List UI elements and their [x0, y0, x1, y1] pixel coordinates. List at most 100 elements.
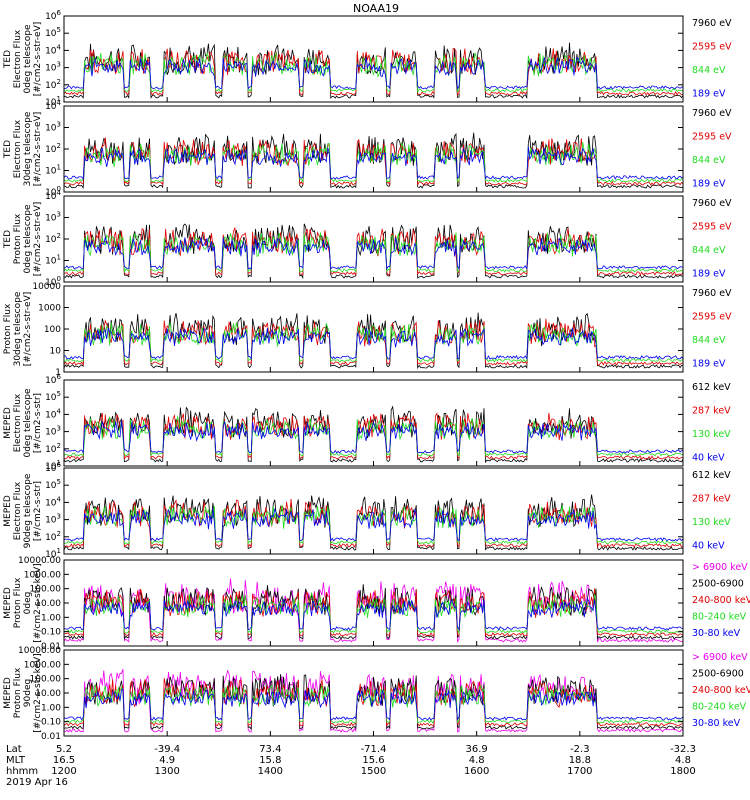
x-row-label-lat: Lat: [6, 744, 22, 755]
x-hhmm-label: 1400: [258, 766, 283, 777]
y-tick-label: 100.00: [30, 585, 62, 595]
legend-red: 240-800 keV: [692, 685, 750, 696]
x-lat-label: -39.4: [154, 744, 180, 755]
y-axis-label: [#/cm2-s-str-eV]: [33, 202, 43, 277]
x-lat-label: 73.4: [259, 744, 281, 755]
y-axis-label: MEPED: [3, 587, 13, 619]
legend-blue: 189 eV: [692, 89, 726, 100]
y-tick-label: 10.00: [35, 599, 61, 609]
legend-black: 2500-6900: [692, 579, 744, 590]
panel-1: 101 102 103 104 105 106 TED Electron Flux 0deg t…: [3, 9, 732, 108]
x-lat-label: 5.2: [56, 744, 72, 755]
series-line-black: [63, 223, 684, 280]
y-tick-label: 106: [45, 9, 61, 22]
y-axis-label: Electron Flux: [13, 481, 23, 540]
y-axis-label: [#/cm2-s-str]: [33, 481, 43, 541]
y-axis-label: [#/cm2-s-str-eV]: [33, 22, 43, 97]
y-tick-label: 1: [55, 368, 61, 378]
series-line-black: [63, 674, 684, 731]
y-axis-label: Electron Flux: [13, 393, 23, 452]
y-tick-label: 0.01: [41, 642, 61, 652]
legend-black: 2500-6900: [692, 669, 744, 680]
x-mlt-label: 4.9: [159, 755, 175, 766]
panel-2: 100 101 102 103 104 TED Electron Flux 30deg tel…: [3, 99, 732, 198]
y-tick-label: 1000.00: [24, 660, 61, 670]
legend-blue: 40 keV: [692, 541, 725, 552]
series-line-green: [63, 322, 684, 364]
legend-red: 287 keV: [692, 406, 731, 417]
legend-green: 80-240 keV: [692, 612, 747, 623]
legend-blue: 189 eV: [692, 359, 726, 370]
legend-magenta: > 6900 keV: [692, 562, 748, 573]
y-tick-label: 1.00: [41, 703, 61, 713]
series-line-red: [63, 47, 684, 96]
y-tick-label: 104: [45, 99, 61, 112]
legend-green: 130 keV: [692, 517, 731, 528]
y-axis-label: Proton Flux: [3, 303, 13, 354]
series-line-black: [63, 494, 684, 551]
figure-title: NOAA19: [353, 2, 399, 15]
series-line-black: [63, 42, 684, 100]
legend-green: 844 eV: [692, 335, 726, 346]
panel-5: 101 102 103 104 105 106 MEPED Electron Flux 0deg…: [3, 373, 731, 472]
legend-black: 7960 eV: [692, 288, 732, 299]
x-lat-label: -2.3: [570, 744, 590, 755]
x-mlt-label: 4.8: [675, 755, 691, 766]
legend-red: 2595 eV: [692, 132, 732, 143]
series-line-red: [64, 588, 684, 637]
series-line-blue: [63, 56, 684, 90]
series-line-black: [63, 312, 683, 370]
legend-black: 7960 eV: [692, 18, 732, 29]
legend-red: 2595 eV: [692, 42, 732, 53]
y-axis-label: 0deg telescope: [23, 388, 33, 458]
legend-black: 612 keV: [692, 382, 731, 393]
y-tick-label: 101: [45, 459, 61, 472]
y-tick-label: 10.00: [35, 689, 61, 699]
y-tick-label: 103: [45, 211, 61, 224]
y-tick-label: 106: [45, 373, 61, 386]
y-tick-label: 102: [45, 530, 61, 543]
y-tick-label: 1000.00: [24, 570, 61, 580]
x-mlt-label: 15.8: [259, 755, 281, 766]
series-line-blue: [63, 687, 684, 721]
y-tick-label: 103: [45, 425, 61, 438]
y-tick-label: 100: [45, 275, 61, 288]
series-line-red: [63, 137, 684, 186]
y-axis-label: TED: [3, 140, 13, 159]
x-hhmm-label: 1800: [670, 766, 695, 777]
y-axis-label: Proton Flux: [13, 213, 23, 264]
x-mlt-label: 18.8: [569, 755, 591, 766]
series-line-black: [63, 132, 684, 190]
series-line-blue: [63, 236, 684, 271]
legend-blue: 30-80 keV: [692, 718, 741, 729]
y-tick-label: 100: [45, 185, 61, 198]
legend-black: 612 keV: [692, 470, 731, 481]
y-axis-label: Proton Flux: [13, 667, 23, 718]
y-tick-label: 10000.00: [18, 646, 61, 656]
y-tick-label: 105: [45, 478, 61, 491]
y-tick-label: 0.10: [41, 718, 61, 728]
series-line-blue: [63, 508, 684, 543]
y-tick-label: 105: [45, 390, 61, 403]
series-line-green: [63, 683, 684, 724]
y-tick-label: 10000.00: [18, 556, 61, 566]
legend-blue: 189 eV: [692, 179, 726, 190]
series-line-green: [63, 232, 684, 274]
y-tick-label: 102: [45, 232, 61, 245]
y-axis-label: [#/cm2-s-str-keV]: [33, 563, 43, 642]
y-tick-label: 101: [45, 254, 61, 267]
y-axis-label: MEPED: [3, 677, 13, 709]
y-tick-label: 103: [45, 513, 61, 526]
y-axis-label: 30deg telescope: [23, 111, 33, 186]
legend-blue: 189 eV: [692, 269, 726, 280]
legend-red: 2595 eV: [692, 222, 732, 233]
series-line-green: [63, 142, 684, 183]
x-hhmm-label: 1200: [51, 766, 76, 777]
y-axis-label: 90deg telescope: [23, 473, 33, 548]
x-lat-label: -71.4: [361, 744, 387, 755]
x-hhmm-label: 1600: [464, 766, 489, 777]
panel-7: 0.01 0.10 1.00 10.00 100.00 1000.00 10000.00 ME…: [3, 556, 750, 652]
y-axis-label: [#/cm2-s-str]: [33, 393, 43, 453]
y-axis-label: Electron Flux: [13, 29, 23, 88]
